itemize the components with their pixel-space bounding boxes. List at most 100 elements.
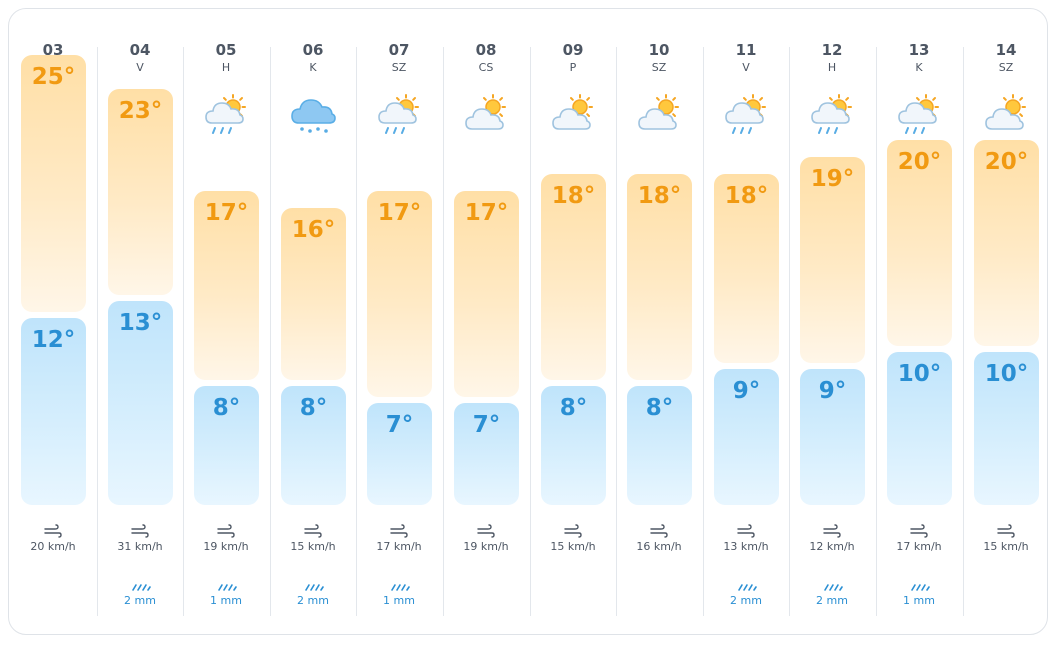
day-of-week: P	[569, 61, 577, 74]
day-date: 07	[388, 41, 410, 59]
forecast-day-column[interactable]: 08 CS 17° 7° 19 km/h	[443, 9, 529, 636]
high-temp: 17°	[464, 199, 509, 226]
forecast-day-column[interactable]: 14 SZ 20° 10° 15 km/h	[963, 9, 1049, 636]
forecast-day-column[interactable]: 06 K 16° 8° 15 km/h 2 mm	[270, 9, 356, 636]
precipitation: 1 mm	[383, 594, 415, 607]
column-separator	[703, 47, 704, 616]
sun-cloud-icon	[550, 93, 596, 139]
precipitation: 1 mm	[903, 594, 935, 607]
wind-speed: 15 km/h	[983, 540, 1029, 553]
wind-speed: 15 km/h	[290, 540, 336, 553]
wind-small-icon	[649, 523, 669, 538]
forecast-day-column[interactable]: 12 H 19° 9° 12 km/h 2 mm	[789, 9, 875, 636]
day-date: 08	[475, 41, 497, 59]
low-temp: 10°	[897, 361, 942, 387]
high-temp: 19°	[810, 165, 855, 192]
high-temp-bar: 23°	[108, 88, 173, 295]
low-temp-bar: 9°	[800, 369, 865, 505]
low-temp-bar: 12°	[21, 318, 86, 505]
wind-small-icon	[303, 523, 323, 538]
wind-small-icon	[389, 523, 409, 538]
low-temp-bar: 10°	[974, 352, 1039, 505]
precipitation: 2 mm	[816, 594, 848, 607]
day-of-week: CS	[478, 61, 494, 74]
low-temp: 12°	[31, 327, 76, 353]
high-temp-bar: 18°	[627, 173, 692, 380]
wind-small-icon	[476, 523, 496, 538]
rain-small-icon	[129, 577, 151, 591]
high-temp-bar: 17°	[454, 190, 519, 397]
forecast-day-column[interactable]: 10 SZ 18° 8° 16 km/h	[616, 9, 702, 636]
column-separator	[616, 47, 617, 616]
day-date: 04	[129, 41, 151, 59]
low-temp-bar: 9°	[714, 369, 779, 505]
column-separator	[530, 47, 531, 616]
column-separator	[876, 47, 877, 616]
low-temp-bar: 8°	[194, 386, 259, 505]
forecast-day-column[interactable]: 13 K 20° 10° 17 km/h 1 mm	[876, 9, 962, 636]
rain-small-icon	[388, 577, 410, 591]
low-temp-bar: 7°	[367, 403, 432, 505]
forecast-day-column[interactable]: 11 V 18° 9° 13 km/h 2 mm	[703, 9, 789, 636]
low-temp: 7°	[385, 412, 414, 438]
day-date: 09	[562, 41, 584, 59]
forecast-day-column[interactable]: 03SZ25°12°20 km/h	[10, 9, 96, 636]
low-temp: 8°	[212, 395, 241, 421]
forecast-day-column[interactable]: 04 V 23° 13° 31 km/h 2 mm	[97, 9, 183, 636]
column-separator	[270, 47, 271, 616]
wind-speed: 17 km/h	[896, 540, 942, 553]
day-of-week: SZ	[998, 61, 1014, 74]
high-temp: 17°	[204, 199, 249, 226]
low-temp: 8°	[299, 395, 328, 421]
wind-speed: 16 km/h	[636, 540, 682, 553]
rain-small-icon	[821, 577, 843, 591]
day-date: 06	[302, 41, 324, 59]
day-date: 12	[821, 41, 843, 59]
day-of-week: V	[742, 61, 750, 74]
forecast-day-column[interactable]: 05 H 17° 8° 19 km/h 1 mm	[183, 9, 269, 636]
high-temp-bar: 18°	[541, 173, 606, 380]
wind-speed: 12 km/h	[809, 540, 855, 553]
low-temp-bar: 13°	[108, 301, 173, 505]
precipitation: 2 mm	[297, 594, 329, 607]
low-temp: 13°	[118, 310, 163, 336]
day-of-week: SZ	[391, 61, 407, 74]
rain-small-icon	[302, 577, 324, 591]
high-temp-bar: 18°	[714, 173, 779, 363]
column-separator	[789, 47, 790, 616]
low-temp: 9°	[732, 378, 761, 404]
day-of-week: V	[136, 61, 144, 74]
wind-speed: 19 km/h	[203, 540, 249, 553]
low-temp-bar: 8°	[627, 386, 692, 505]
high-temp: 18°	[637, 182, 682, 209]
day-of-week: H	[221, 61, 231, 74]
wind-speed: 20 km/h	[30, 540, 76, 553]
precipitation: 2 mm	[124, 594, 156, 607]
wind-speed: 17 km/h	[376, 540, 422, 553]
sun-cloud-rain-icon	[723, 93, 769, 139]
high-temp-bar: 20°	[974, 139, 1039, 346]
forecast-day-column[interactable]: 09 P 18° 8° 15 km/h	[530, 9, 616, 636]
day-of-week: SZ	[651, 61, 667, 74]
sun-cloud-icon	[636, 93, 682, 139]
low-temp: 8°	[645, 395, 674, 421]
high-temp-bar: 19°	[800, 156, 865, 363]
forecast-day-column[interactable]: 07 SZ 17° 7° 17 km/h 1 mm	[356, 9, 442, 636]
wind-small-icon	[130, 523, 150, 538]
high-temp: 16°	[291, 216, 336, 243]
high-temp: 18°	[551, 182, 596, 209]
high-temp: 23°	[118, 97, 163, 124]
wind-small-icon	[736, 523, 756, 538]
cloud-rain-icon	[290, 93, 336, 139]
sun-cloud-rain-icon	[809, 93, 855, 139]
wind-speed: 13 km/h	[723, 540, 769, 553]
wind-small-icon	[822, 523, 842, 538]
day-date: 13	[908, 41, 930, 59]
high-temp-bar: 17°	[367, 190, 432, 397]
high-temp-bar: 16°	[281, 207, 346, 380]
day-date: 05	[215, 41, 237, 59]
wind-speed: 31 km/h	[117, 540, 163, 553]
sun-cloud-icon	[463, 93, 509, 139]
high-temp-bar: 20°	[887, 139, 952, 346]
